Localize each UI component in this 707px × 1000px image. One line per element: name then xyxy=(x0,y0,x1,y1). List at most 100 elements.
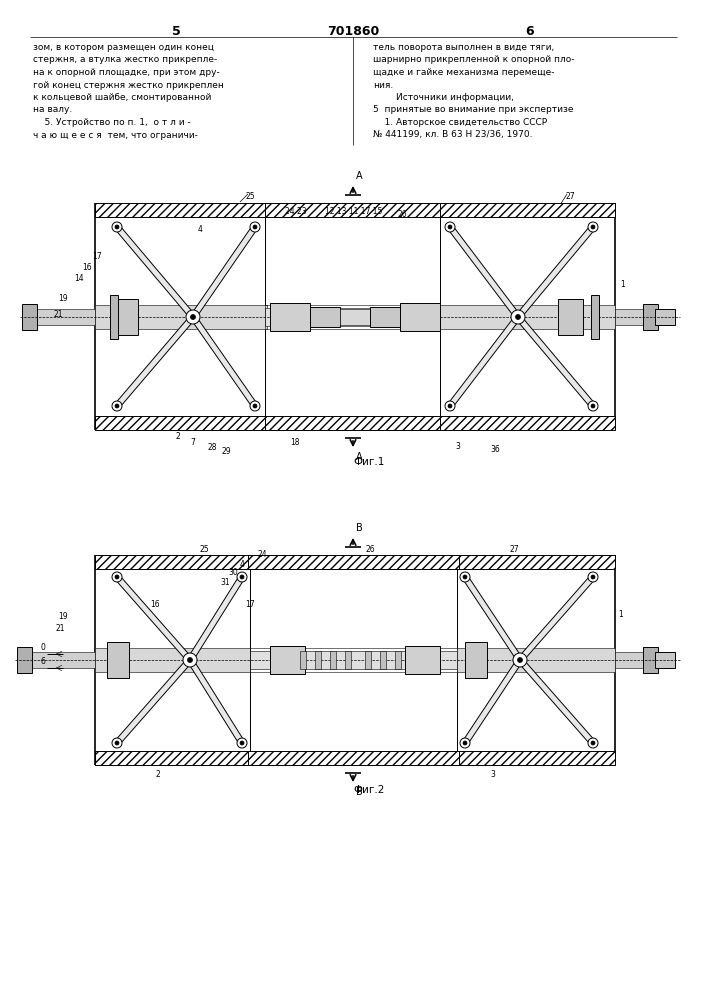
Circle shape xyxy=(240,575,244,579)
Text: стержня, а втулка жестко прикрепле-: стержня, а втулка жестко прикрепле- xyxy=(33,55,217,64)
Circle shape xyxy=(115,404,119,408)
Bar xyxy=(95,648,250,672)
Bar xyxy=(248,555,459,569)
Polygon shape xyxy=(115,575,192,662)
Circle shape xyxy=(250,222,260,232)
Text: 31: 31 xyxy=(220,578,230,587)
Circle shape xyxy=(460,572,470,582)
Circle shape xyxy=(112,401,122,411)
Circle shape xyxy=(511,310,525,324)
Text: 19: 19 xyxy=(58,612,68,621)
Circle shape xyxy=(591,575,595,579)
Polygon shape xyxy=(518,658,595,745)
Bar xyxy=(113,299,138,335)
Circle shape xyxy=(445,401,455,411)
Circle shape xyxy=(463,741,467,745)
Bar xyxy=(395,651,401,669)
Bar xyxy=(95,555,250,569)
Bar xyxy=(440,203,615,217)
Polygon shape xyxy=(515,315,595,408)
Circle shape xyxy=(190,314,196,320)
Bar xyxy=(457,751,615,765)
Text: 29: 29 xyxy=(222,447,232,456)
Text: 28: 28 xyxy=(207,443,216,452)
Text: 25: 25 xyxy=(246,192,256,201)
Bar xyxy=(440,305,615,329)
Text: 6: 6 xyxy=(40,657,45,666)
Text: 12 13 11 17 15: 12 13 11 17 15 xyxy=(325,207,382,216)
Circle shape xyxy=(588,401,598,411)
Bar xyxy=(310,307,340,327)
Text: к кольцевой шайбе, смонтированной: к кольцевой шайбе, смонтированной xyxy=(33,93,211,102)
Text: 16: 16 xyxy=(150,600,160,609)
Circle shape xyxy=(186,310,200,324)
Circle shape xyxy=(513,653,527,667)
Bar xyxy=(315,651,321,669)
Bar xyxy=(250,648,457,672)
Text: 1. Авторское свидетельство СССР: 1. Авторское свидетельство СССР xyxy=(373,118,547,127)
Text: 21: 21 xyxy=(55,624,64,633)
Text: 5  принятые во внимание при экспертизе: 5 принятые во внимание при экспертизе xyxy=(373,105,573,114)
Text: 5: 5 xyxy=(172,25,180,38)
Circle shape xyxy=(588,222,598,232)
Polygon shape xyxy=(190,225,257,319)
Circle shape xyxy=(237,572,247,582)
Bar xyxy=(95,751,250,765)
Bar xyxy=(643,304,658,330)
Text: 2: 2 xyxy=(155,770,160,779)
Circle shape xyxy=(591,404,595,408)
Polygon shape xyxy=(462,575,522,662)
Bar xyxy=(380,651,386,669)
Circle shape xyxy=(253,404,257,408)
Bar xyxy=(110,295,118,339)
Bar xyxy=(457,555,615,569)
Circle shape xyxy=(253,225,257,229)
Text: 5. Устройство по п. 1,  о т л и -: 5. Устройство по п. 1, о т л и - xyxy=(33,118,191,127)
Text: 3: 3 xyxy=(490,770,495,779)
Text: A: A xyxy=(356,452,363,462)
Circle shape xyxy=(448,225,452,229)
Bar xyxy=(465,642,487,678)
Text: тель поворота выполнен в виде тяги,: тель поворота выполнен в виде тяги, xyxy=(373,43,554,52)
Bar xyxy=(370,307,400,327)
Text: 4: 4 xyxy=(240,560,245,569)
Bar xyxy=(95,305,267,329)
Text: 2: 2 xyxy=(175,432,180,441)
Text: 21: 21 xyxy=(54,310,64,319)
Bar xyxy=(655,309,675,325)
Bar xyxy=(440,416,615,430)
Text: 6: 6 xyxy=(526,25,534,38)
Bar xyxy=(457,648,615,672)
Bar xyxy=(655,652,675,668)
Circle shape xyxy=(112,572,122,582)
Circle shape xyxy=(250,401,260,411)
Polygon shape xyxy=(115,315,195,408)
Bar xyxy=(17,647,32,673)
Text: 24: 24 xyxy=(258,550,268,559)
Polygon shape xyxy=(191,315,257,408)
Circle shape xyxy=(115,575,119,579)
Bar xyxy=(250,651,457,669)
Bar xyxy=(400,303,440,331)
Circle shape xyxy=(591,741,595,745)
Bar xyxy=(643,647,658,673)
Text: Источники информации,: Источники информации, xyxy=(373,93,514,102)
Text: 701860: 701860 xyxy=(327,25,379,38)
Circle shape xyxy=(448,404,452,408)
Text: 4: 4 xyxy=(198,225,203,234)
Text: 26: 26 xyxy=(365,545,375,554)
Polygon shape xyxy=(448,225,520,319)
Text: 16: 16 xyxy=(82,263,92,272)
Bar xyxy=(270,646,305,674)
Text: 19: 19 xyxy=(58,294,68,303)
Bar xyxy=(263,203,442,217)
Circle shape xyxy=(445,222,455,232)
Polygon shape xyxy=(115,225,195,319)
Polygon shape xyxy=(115,658,192,745)
Bar xyxy=(265,308,440,326)
Bar xyxy=(248,751,459,765)
Polygon shape xyxy=(448,315,520,408)
Circle shape xyxy=(460,738,470,748)
Bar xyxy=(405,646,440,674)
Bar xyxy=(558,299,583,335)
